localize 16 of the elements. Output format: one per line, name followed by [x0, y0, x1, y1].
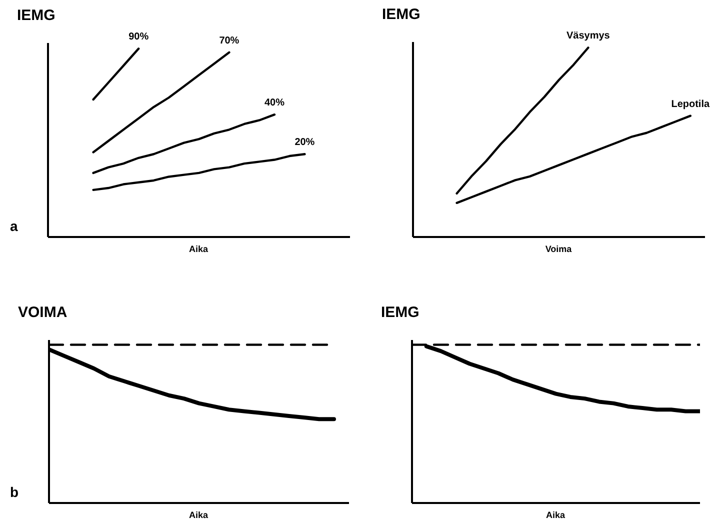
x-axis-title: Aika [544, 510, 566, 520]
x-axis-title: Voima [544, 244, 573, 254]
x-axis-title: Aika [188, 510, 209, 520]
series-label: Lepotila [671, 98, 710, 110]
series-label: 70% [219, 35, 240, 46]
text: a [10, 218, 18, 234]
series-label: 90% [128, 32, 149, 43]
y-axis-title: VOIMA [18, 304, 68, 321]
y-axis-title: IEMG [17, 7, 56, 24]
series-label: Väsymys [566, 30, 610, 42]
y-axis-title: IEMG [382, 6, 420, 23]
series-label: 40% [264, 98, 285, 109]
text: b [10, 484, 19, 500]
x-axis-title: Aika [188, 244, 209, 254]
y-axis-title: IEMG [381, 304, 420, 321]
series-label: 20% [294, 137, 315, 148]
